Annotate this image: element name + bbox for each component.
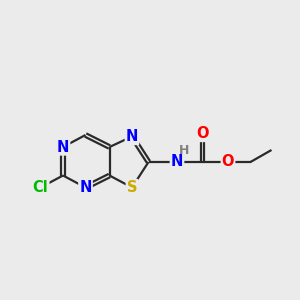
Text: O: O [196,126,209,141]
Text: O: O [222,154,234,169]
Text: N: N [57,140,69,154]
Text: N: N [79,180,92,195]
Text: Cl: Cl [33,180,48,195]
Text: N: N [171,154,183,169]
Text: S: S [127,180,137,195]
Text: N: N [126,129,138,144]
Text: H: H [179,144,190,157]
